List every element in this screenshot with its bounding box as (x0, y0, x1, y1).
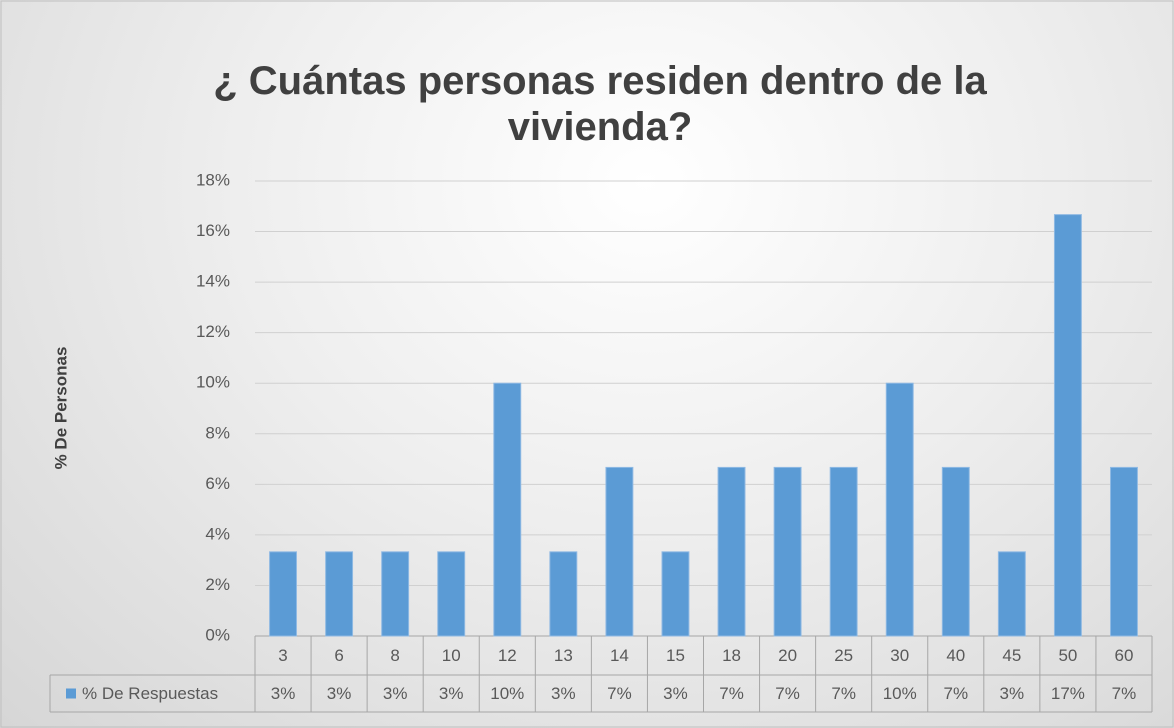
bar (605, 466, 634, 637)
x-tick-label: 8 (390, 646, 399, 665)
data-table-value: 7% (1112, 684, 1137, 703)
y-tick-label: 10% (196, 373, 230, 392)
y-tick-label: 12% (196, 322, 230, 341)
bar (493, 382, 522, 637)
x-tick-label: 50 (1058, 646, 1077, 665)
data-table-value: 3% (551, 684, 576, 703)
bar (381, 551, 410, 637)
bar (661, 551, 690, 637)
data-table-value: 10% (883, 684, 917, 703)
bar (1053, 214, 1082, 637)
data-table-value: 7% (719, 684, 744, 703)
x-tick-label: 10 (442, 646, 461, 665)
bar (325, 551, 354, 637)
x-tick-label: 15 (666, 646, 685, 665)
bar (1110, 466, 1138, 637)
y-tick-label: 14% (196, 272, 230, 291)
x-tick-label: 40 (946, 646, 965, 665)
x-tick-label: 25 (834, 646, 853, 665)
x-tick-label: 20 (778, 646, 797, 665)
data-table-value: 7% (607, 684, 632, 703)
y-axis-title: % De Personas (51, 347, 70, 470)
y-tick-label: 4% (205, 524, 230, 543)
data-table-value: 7% (943, 684, 968, 703)
data-table-value: 3% (383, 684, 408, 703)
y-tick-label: 6% (205, 474, 230, 493)
bar (773, 466, 802, 637)
bar (885, 382, 914, 637)
bar (717, 466, 746, 637)
x-tick-label: 12 (498, 646, 517, 665)
bar (997, 551, 1026, 637)
bar (437, 551, 466, 637)
bar (549, 551, 578, 637)
x-tick-label: 60 (1115, 646, 1134, 665)
data-table-value: 3% (327, 684, 352, 703)
data-table-value: 3% (663, 684, 688, 703)
x-tick-label: 18 (722, 646, 741, 665)
bar (829, 466, 858, 637)
data-table-value: 7% (831, 684, 856, 703)
x-tick-label: 45 (1002, 646, 1021, 665)
chart-title: ¿ Cuántas personas residen dentro de la … (213, 59, 987, 149)
data-table-value: 7% (775, 684, 800, 703)
x-tick-label: 13 (554, 646, 573, 665)
legend-label: % De Respuestas (82, 684, 218, 703)
x-tick-label: 14 (610, 646, 629, 665)
data-table-value: 3% (439, 684, 464, 703)
y-tick-label: 2% (205, 575, 230, 594)
data-table-value: 17% (1051, 684, 1085, 703)
data-table-value: 3% (1000, 684, 1025, 703)
legend-swatch (66, 688, 76, 699)
y-tick-label: 0% (205, 625, 230, 644)
x-tick-label: 30 (890, 646, 909, 665)
data-table-value: 3% (271, 684, 296, 703)
data-table-value: 10% (490, 684, 524, 703)
y-tick-label: 18% (196, 170, 230, 189)
x-tick-label: 6 (334, 646, 343, 665)
x-tick-label: 3 (278, 646, 287, 665)
bar (269, 551, 297, 637)
y-tick-label: 8% (205, 423, 230, 442)
y-tick-label: 16% (196, 221, 230, 240)
bar (941, 466, 970, 637)
